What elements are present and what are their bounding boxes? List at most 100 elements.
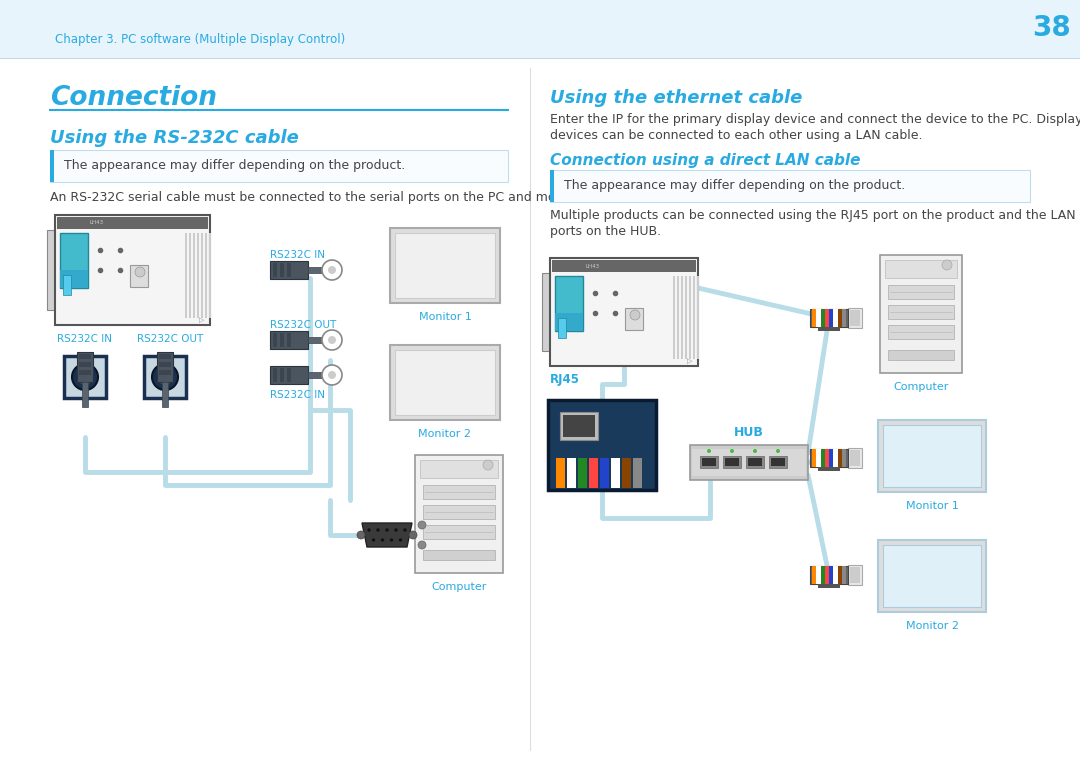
- Bar: [273, 333, 276, 347]
- Bar: [880, 255, 962, 373]
- Bar: [423, 550, 495, 560]
- Bar: [700, 456, 718, 468]
- Text: RJ45: RJ45: [550, 374, 580, 387]
- Bar: [159, 362, 171, 367]
- Bar: [812, 566, 816, 584]
- Circle shape: [157, 369, 173, 385]
- Bar: [287, 263, 291, 277]
- Bar: [287, 368, 291, 382]
- Bar: [850, 567, 860, 583]
- Bar: [63, 275, 71, 295]
- Bar: [821, 449, 825, 467]
- Text: Connection using a direct LAN cable: Connection using a direct LAN cable: [550, 153, 861, 168]
- Bar: [308, 372, 322, 378]
- Circle shape: [394, 528, 399, 532]
- Bar: [280, 263, 284, 277]
- Bar: [185, 233, 187, 318]
- Text: RS232C OUT: RS232C OUT: [137, 334, 203, 344]
- Bar: [548, 400, 656, 490]
- Circle shape: [384, 528, 389, 532]
- Bar: [423, 485, 495, 499]
- Bar: [193, 233, 195, 318]
- Bar: [837, 566, 841, 584]
- Circle shape: [322, 330, 342, 350]
- Bar: [50, 150, 54, 182]
- Bar: [567, 458, 576, 488]
- Bar: [79, 354, 91, 359]
- Bar: [812, 309, 816, 327]
- Bar: [810, 449, 848, 467]
- Text: Enter the IP for the primary display device and connect the device to the PC. Di: Enter the IP for the primary display dev…: [550, 114, 1080, 127]
- Bar: [677, 276, 679, 359]
- Bar: [561, 412, 598, 440]
- Bar: [600, 458, 609, 488]
- Circle shape: [753, 449, 757, 453]
- Bar: [64, 356, 106, 398]
- Bar: [287, 333, 291, 347]
- Bar: [625, 308, 643, 330]
- Bar: [550, 170, 554, 202]
- Bar: [157, 352, 173, 382]
- Circle shape: [418, 541, 426, 549]
- Bar: [555, 276, 583, 331]
- Bar: [144, 356, 186, 398]
- Bar: [692, 449, 806, 476]
- Bar: [395, 233, 495, 298]
- Bar: [883, 425, 981, 487]
- Bar: [542, 273, 552, 351]
- Bar: [55, 215, 210, 325]
- Bar: [818, 327, 840, 331]
- Bar: [825, 309, 829, 327]
- Bar: [883, 545, 981, 607]
- Circle shape: [322, 365, 342, 385]
- Bar: [878, 420, 986, 492]
- Bar: [841, 566, 846, 584]
- Text: ▷: ▷: [687, 358, 692, 364]
- Text: Monitor 1: Monitor 1: [905, 501, 958, 511]
- Bar: [552, 260, 696, 272]
- Circle shape: [707, 449, 711, 453]
- Text: The appearance may differ depending on the product.: The appearance may differ depending on t…: [64, 159, 405, 172]
- Bar: [273, 263, 276, 277]
- Bar: [848, 448, 862, 468]
- Bar: [622, 458, 631, 488]
- Bar: [841, 309, 846, 327]
- Bar: [821, 309, 825, 327]
- Bar: [390, 345, 500, 420]
- Circle shape: [135, 267, 145, 277]
- Bar: [270, 366, 308, 384]
- Text: Chapter 3. PC software (Multiple Display Control): Chapter 3. PC software (Multiple Display…: [55, 34, 346, 47]
- Bar: [816, 309, 821, 327]
- Bar: [280, 333, 284, 347]
- Bar: [771, 458, 785, 466]
- Circle shape: [483, 460, 492, 470]
- Bar: [60, 270, 87, 288]
- Bar: [415, 455, 503, 573]
- Bar: [848, 308, 862, 328]
- Bar: [690, 445, 808, 480]
- Bar: [818, 467, 840, 471]
- Text: ▷: ▷: [200, 317, 205, 323]
- Bar: [681, 276, 683, 359]
- Bar: [159, 370, 171, 375]
- Bar: [837, 449, 841, 467]
- Bar: [829, 566, 834, 584]
- Circle shape: [403, 528, 407, 532]
- Bar: [816, 449, 821, 467]
- Text: Monitor 2: Monitor 2: [419, 429, 472, 439]
- Bar: [201, 233, 203, 318]
- Text: RS232C IN: RS232C IN: [57, 334, 112, 344]
- Circle shape: [357, 531, 365, 539]
- Bar: [829, 449, 834, 467]
- Bar: [885, 260, 957, 278]
- Bar: [850, 450, 860, 466]
- Bar: [556, 458, 565, 488]
- Bar: [888, 325, 954, 339]
- Bar: [270, 331, 308, 349]
- Bar: [308, 267, 322, 273]
- Circle shape: [730, 449, 734, 453]
- Bar: [769, 456, 787, 468]
- Bar: [205, 233, 207, 318]
- Circle shape: [380, 538, 384, 542]
- Bar: [810, 566, 848, 584]
